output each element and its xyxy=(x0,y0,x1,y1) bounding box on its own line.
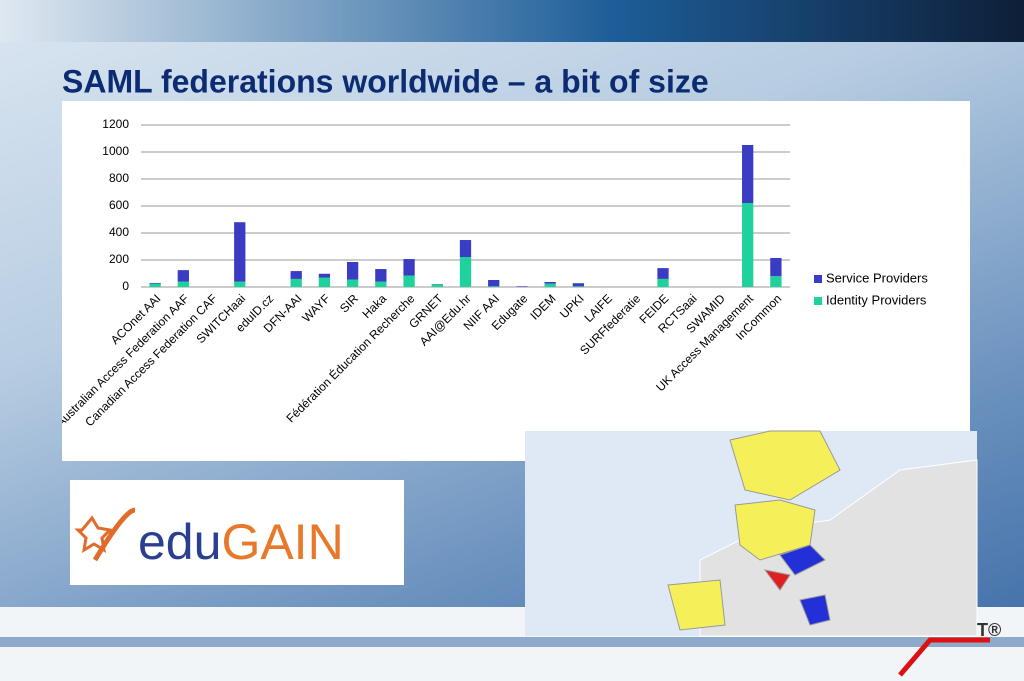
bar-segment xyxy=(459,257,472,287)
slide-title: SAML federations worldwide – a bit of si… xyxy=(62,63,709,99)
legend-label: Identity Providers xyxy=(826,292,927,307)
bar-segment xyxy=(346,262,359,280)
bar-segment xyxy=(572,286,585,287)
bar-segment xyxy=(544,282,556,284)
bar-segment xyxy=(770,276,782,287)
legend-label: Service Providers xyxy=(826,270,928,285)
bar-segment xyxy=(375,281,387,287)
bar-segment xyxy=(488,279,500,287)
corner-mark: T® xyxy=(977,620,1001,640)
bar-segment xyxy=(403,259,415,276)
bar-segment xyxy=(318,273,331,278)
bar-segment xyxy=(346,279,359,287)
bar-segment xyxy=(516,286,528,287)
bar-segment xyxy=(572,283,585,287)
y-tick-label: 1000 xyxy=(102,144,129,158)
legend-swatch xyxy=(814,275,822,283)
bottom-stripe xyxy=(0,637,1024,647)
map-croatia xyxy=(763,569,791,591)
bar-segment xyxy=(290,278,302,287)
bar-segment xyxy=(234,281,246,287)
bar-segment xyxy=(431,284,443,287)
bar-segment xyxy=(177,270,189,282)
bar-segment xyxy=(149,283,161,287)
bar-segment xyxy=(488,286,500,287)
y-tick-label: 0 xyxy=(122,279,129,293)
map-greece xyxy=(799,594,831,626)
map-iberia xyxy=(667,579,726,631)
map-hungary xyxy=(779,544,826,576)
logo-text: eduGAIN xyxy=(138,514,344,570)
bar-segment xyxy=(657,278,669,287)
y-tick-label: 400 xyxy=(109,225,129,239)
legend-swatch xyxy=(814,297,822,305)
bar-segment xyxy=(742,203,754,287)
bar-segment xyxy=(318,277,331,287)
bar-segment xyxy=(459,240,472,258)
map-nordic xyxy=(729,430,841,501)
bar-segment xyxy=(375,269,387,282)
y-tick-label: 800 xyxy=(109,171,129,185)
top-bar xyxy=(0,0,1024,42)
bar-segment xyxy=(770,257,782,277)
bar-segment xyxy=(403,275,415,287)
bar-segment xyxy=(177,281,189,287)
bar-segment xyxy=(657,268,669,279)
bar-segment xyxy=(742,144,754,204)
y-tick-label: 600 xyxy=(109,198,129,212)
y-tick-label: 200 xyxy=(109,252,129,266)
logo-swoosh xyxy=(92,507,136,562)
bar-segment xyxy=(290,271,302,279)
y-tick-label: 1200 xyxy=(102,117,129,131)
bar-segment xyxy=(149,282,161,284)
logo-box xyxy=(70,480,404,585)
map-land xyxy=(699,459,978,637)
logo-suffix: GAIN xyxy=(221,514,343,570)
bar-segment xyxy=(234,222,246,282)
logo-prefix: edu xyxy=(138,514,221,570)
map xyxy=(525,430,978,637)
bar-segment xyxy=(544,283,556,287)
corner-swoosh xyxy=(898,637,990,677)
